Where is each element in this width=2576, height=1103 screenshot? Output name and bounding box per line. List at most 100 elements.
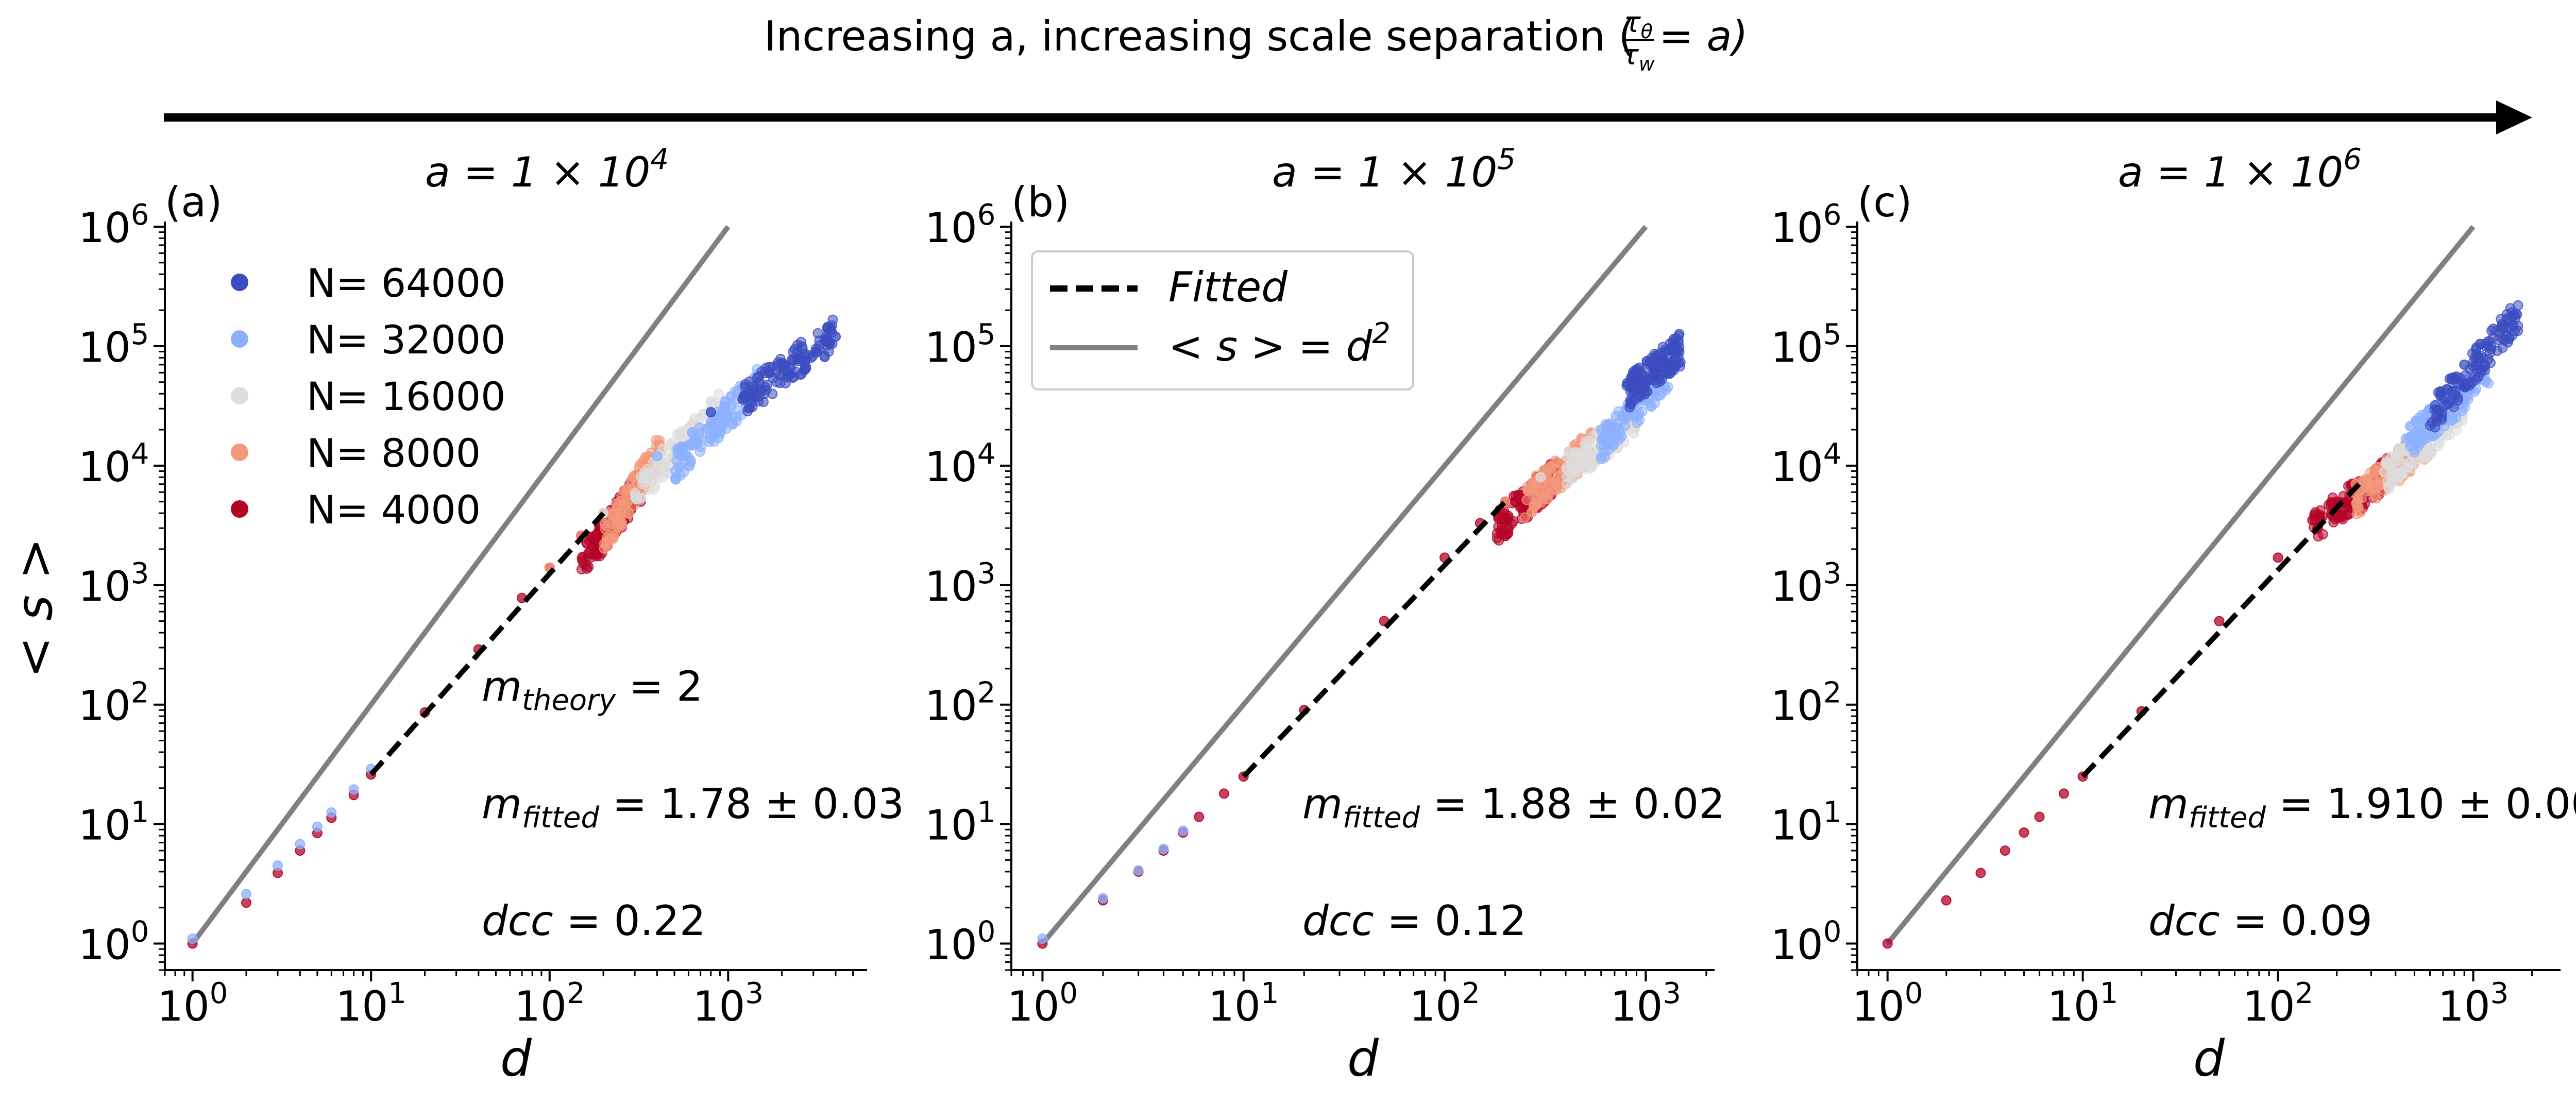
annotation-dcc: dcc = 0.12	[1302, 897, 1527, 945]
y-tick-exp: 1	[977, 796, 996, 829]
scatter-point	[2447, 414, 2458, 425]
x-tick-base: 10	[2243, 982, 2295, 1030]
x-tick-label: 103	[2438, 977, 2509, 1030]
y-tick-label: 103	[78, 557, 149, 610]
x-tick-label: 103	[693, 977, 764, 1030]
legend-fitted-label: Fitted	[1168, 263, 1288, 311]
scatter-point	[2460, 370, 2471, 381]
scatter-point	[785, 369, 796, 380]
panel-title: a = 1 × 104	[425, 143, 669, 196]
x-tick-base: 10	[157, 982, 210, 1030]
scatter-point	[685, 440, 696, 451]
scatter-point	[825, 325, 836, 335]
y-tick-base: 10	[78, 443, 131, 491]
scatter-point	[795, 336, 806, 347]
dcc-val: = 0.09	[2220, 897, 2372, 945]
y-tick-base: 10	[78, 563, 131, 610]
m-fitted-val: = 1.910 ± 0.004	[2266, 780, 2576, 828]
header-title-suffix: = a)	[1659, 12, 1748, 60]
x-tick-label: 100	[1852, 977, 1923, 1030]
scatter-point	[639, 467, 650, 478]
m-fitted-sym: m	[1302, 780, 1343, 828]
scatter-point	[1651, 391, 1662, 402]
scatter-point	[2408, 434, 2418, 445]
scatter-point	[1133, 865, 1144, 876]
y-tick-exp: 4	[131, 437, 149, 471]
scatter-point	[1941, 895, 1952, 906]
y-tick-base: 10	[1771, 204, 1823, 252]
scatter-point	[705, 407, 716, 418]
legend-label-N32000: N= 32000	[307, 317, 505, 363]
scatter-point	[674, 430, 685, 440]
panel-title-text: a = 1 × 10	[1272, 148, 1498, 196]
x-tick-base: 10	[1409, 982, 1462, 1030]
x-tick-exp: 2	[1462, 977, 1480, 1010]
m-theory-sub: theory	[522, 684, 616, 717]
y-tick-exp: 1	[1823, 796, 1842, 829]
y-tick-base: 10	[78, 921, 131, 969]
annotation-m-fitted: mfitted = 1.78 ± 0.03	[482, 780, 904, 835]
scatter-point	[2386, 478, 2397, 489]
scatter-point	[775, 370, 786, 381]
scale-arrow-head	[2496, 100, 2532, 134]
series-N64000	[705, 314, 841, 418]
x-tick-exp: 2	[2295, 977, 2314, 1010]
scatter-point	[708, 422, 719, 433]
scatter-point	[801, 362, 811, 372]
legend-marker-N8000	[231, 444, 248, 461]
panel-label: (c)	[1857, 178, 1912, 226]
y-tick-exp: 5	[977, 318, 996, 351]
scatter-point	[1575, 457, 1586, 468]
scatter-point	[577, 551, 588, 562]
annotation-m-fitted: mfitted = 1.88 ± 0.02	[1302, 780, 1725, 835]
scatter-point	[767, 388, 778, 399]
scatter-point	[2313, 531, 2324, 542]
y-tick-base: 10	[925, 563, 977, 610]
scatter-point	[607, 534, 618, 545]
scatter-point	[752, 372, 763, 383]
y-tick-label: 105	[78, 318, 149, 371]
scatter-point	[2480, 377, 2491, 387]
legend-marker-N16000	[231, 387, 248, 404]
scatter-point	[2430, 422, 2441, 433]
y-tick-label: 102	[78, 676, 149, 730]
m-theory-sym: m	[482, 663, 522, 710]
legend-label-N64000: N= 64000	[307, 260, 505, 306]
x-tick-base: 10	[514, 982, 567, 1030]
y-tick-label: 102	[1771, 676, 1841, 730]
scatter-point	[2513, 320, 2523, 331]
scatter-point	[187, 933, 198, 944]
scatter-point	[2447, 386, 2458, 397]
scatter-point	[2034, 811, 2045, 822]
x-tick-base: 10	[693, 982, 745, 1030]
scatter-point	[1651, 350, 1662, 361]
dcc-sym: dcc	[1302, 897, 1374, 945]
y-tick-exp: 5	[1823, 318, 1842, 351]
y-tick-base: 10	[1771, 324, 1823, 371]
y-tick-label: 102	[925, 676, 995, 730]
scatter-point	[647, 468, 658, 479]
y-tick-exp: 6	[977, 198, 996, 232]
scatter-point	[623, 508, 634, 519]
y-tick-label: 106	[1771, 198, 1841, 252]
scatter-point	[2369, 467, 2380, 478]
panel-title-text: a = 1 × 10	[425, 148, 651, 196]
fitted-line	[369, 511, 605, 776]
y-tick-label: 100	[1771, 915, 1841, 969]
annotation-m-theory: mtheory = 2	[482, 663, 703, 717]
x-axis-label: d	[1347, 1030, 1379, 1088]
x-tick-label: 101	[2047, 977, 2118, 1030]
scatter-point	[586, 532, 597, 542]
annotation-dcc: dcc = 0.22	[482, 897, 706, 945]
scatter-point	[1999, 845, 2010, 856]
scatter-point	[719, 397, 730, 408]
scatter-point	[739, 390, 750, 401]
scatter-point	[2431, 412, 2442, 423]
header-title-prefix: Increasing a, increasing scale separatio…	[764, 12, 1635, 60]
scale-arrow	[164, 100, 2532, 134]
legend-label-N16000: N= 16000	[307, 374, 505, 419]
dcc-val: = 0.12	[1374, 897, 1527, 945]
legend-label-N8000: N= 8000	[307, 430, 481, 476]
